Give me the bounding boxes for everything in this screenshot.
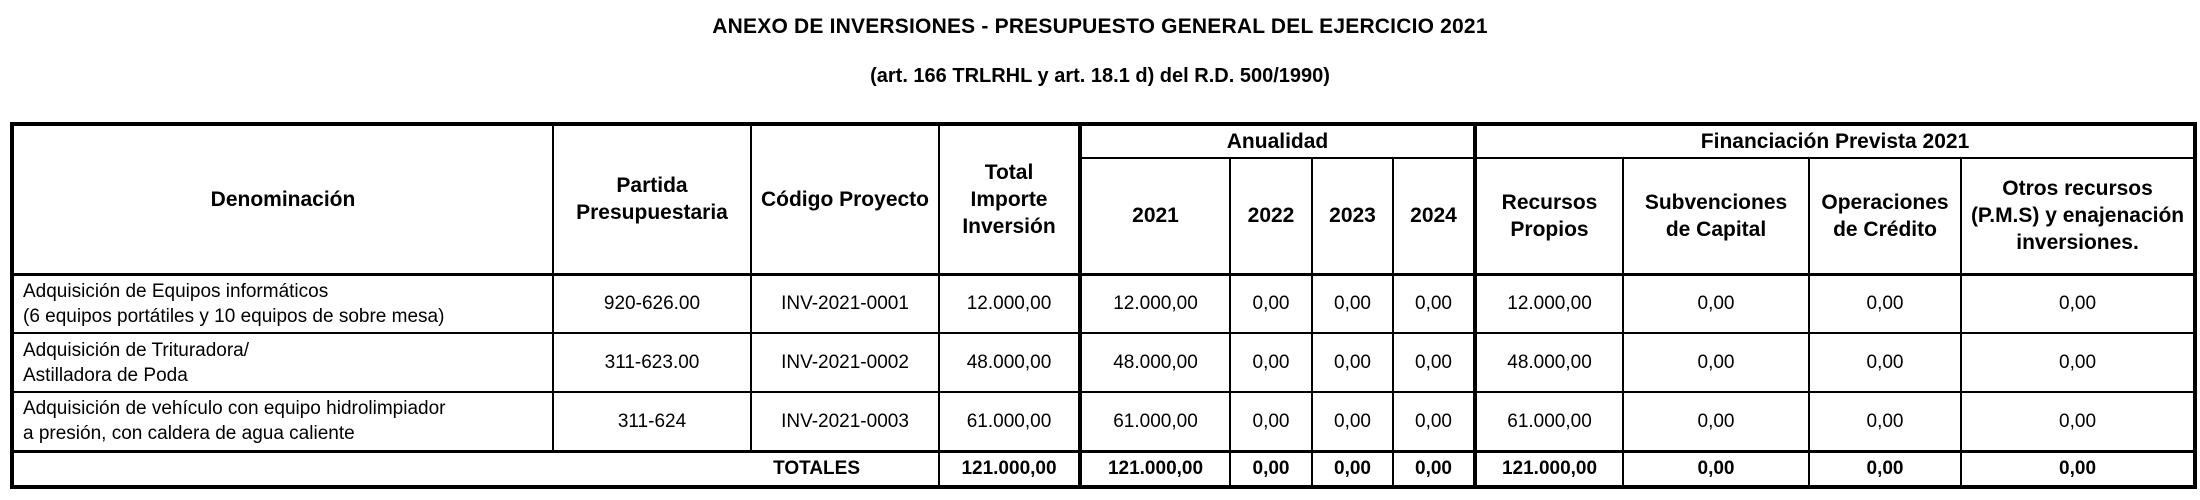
header-denominacion: Denominación bbox=[11, 123, 554, 275]
cell-denominacion: Adquisición de vehículo con equipo hidro… bbox=[11, 391, 554, 452]
page-subtitle: (art. 166 TRLRHL y art. 18.1 d) del R.D.… bbox=[870, 65, 1330, 87]
cell-subvenciones: 0,00 bbox=[1622, 332, 1811, 393]
cell-operaciones: 0,00 bbox=[1808, 332, 1963, 393]
cell-operaciones: 0,00 bbox=[1808, 391, 1963, 452]
denominacion-line-2: a presión, con caldera de agua caliente bbox=[23, 423, 355, 445]
header-group-financiacion-prevista: Financiación Prevista 2021 bbox=[1473, 123, 2197, 159]
cell-anualidad-2022: 0,00 bbox=[1229, 332, 1313, 393]
cell-partida: 311-624 bbox=[552, 391, 752, 452]
header-total-importe-inversion: Total Importe Inversión bbox=[938, 123, 1081, 275]
cell-anualidad-2021: 12.000,00 bbox=[1078, 273, 1231, 334]
cell-subvenciones: 0,00 bbox=[1622, 273, 1811, 334]
cell-otros-recursos: 0,00 bbox=[1960, 332, 2197, 393]
totals-recursos-propios: 121.000,00 bbox=[1473, 449, 1625, 488]
cell-partida: 311-623.00 bbox=[552, 332, 752, 393]
header-subvenciones-capital: Subvenciones de Capital bbox=[1622, 157, 1811, 275]
table-row-vehiculo-hidrolimpiador: Adquisición de vehículo con equipo hidro… bbox=[11, 391, 2197, 452]
header-partida-presupuestaria: Partida Presupuestaria bbox=[552, 123, 752, 275]
cell-operaciones: 0,00 bbox=[1808, 273, 1963, 334]
cell-codigo: INV-2021-0003 bbox=[750, 391, 940, 452]
cell-subvenciones: 0,00 bbox=[1622, 391, 1811, 452]
totals-label: TOTALES bbox=[11, 449, 940, 488]
header-recursos-propios: Recursos Propios bbox=[1473, 157, 1625, 275]
header-year-2022: 2022 bbox=[1229, 157, 1313, 275]
header-operaciones-credito: Operaciones de Crédito bbox=[1808, 157, 1963, 275]
totals-anualidad-2021: 121.000,00 bbox=[1078, 449, 1231, 488]
header-group-anualidad: Anualidad bbox=[1077, 123, 1477, 159]
totals-total-importe: 121.000,00 bbox=[938, 449, 1081, 488]
cell-anualidad-2021: 61.000,00 bbox=[1078, 391, 1231, 452]
page-title: ANEXO DE INVERSIONES - PRESUPUESTO GENER… bbox=[712, 15, 1488, 38]
cell-recursos-propios: 48.000,00 bbox=[1473, 332, 1625, 393]
totals-anualidad-2024: 0,00 bbox=[1391, 449, 1477, 488]
cell-total-importe: 61.000,00 bbox=[938, 391, 1081, 452]
cell-anualidad-2022: 0,00 bbox=[1229, 391, 1313, 452]
investments-table: Denominación Partida Presupuestaria Códi… bbox=[10, 122, 2198, 489]
cell-anualidad-2022: 0,00 bbox=[1229, 273, 1313, 334]
cell-anualidad-2024: 0,00 bbox=[1391, 391, 1477, 452]
totals-subvenciones: 0,00 bbox=[1622, 449, 1811, 488]
totals-anualidad-2022: 0,00 bbox=[1229, 449, 1313, 488]
cell-anualidad-2024: 0,00 bbox=[1391, 332, 1477, 393]
cell-recursos-propios: 12.000,00 bbox=[1473, 273, 1625, 334]
denominacion-line-2: (6 equipos portátiles y 10 equipos de so… bbox=[23, 305, 445, 327]
totals-anualidad-2023: 0,00 bbox=[1311, 449, 1394, 488]
cell-anualidad-2023: 0,00 bbox=[1311, 391, 1394, 452]
cell-denominacion: Adquisición de Trituradora/ Astilladora … bbox=[11, 332, 554, 393]
cell-otros-recursos: 0,00 bbox=[1960, 391, 2197, 452]
denominacion-line-1: Adquisición de Trituradora/ bbox=[23, 339, 250, 361]
cell-partida: 920-626.00 bbox=[552, 273, 752, 334]
cell-codigo: INV-2021-0002 bbox=[750, 332, 940, 393]
cell-anualidad-2023: 0,00 bbox=[1311, 273, 1394, 334]
cell-denominacion: Adquisición de Equipos informáticos (6 e… bbox=[11, 273, 554, 334]
totals-otros-recursos: 0,00 bbox=[1960, 449, 2197, 488]
table-row-equipos-informaticos: Adquisición de Equipos informáticos (6 e… bbox=[11, 273, 2197, 334]
totals-operaciones: 0,00 bbox=[1808, 449, 1963, 488]
header-year-2024: 2024 bbox=[1391, 157, 1477, 275]
cell-total-importe: 12.000,00 bbox=[938, 273, 1081, 334]
table-row-totales: TOTALES 121.000,00 121.000,00 0,00 0,00 … bbox=[11, 449, 2197, 488]
cell-codigo: INV-2021-0001 bbox=[750, 273, 940, 334]
denominacion-line-1: Adquisición de vehículo con equipo hidro… bbox=[23, 398, 446, 420]
header-year-2023: 2023 bbox=[1311, 157, 1394, 275]
header-year-2021: 2021 bbox=[1078, 157, 1231, 275]
header-otros-recursos: Otros recursos (P.M.S) y enajenación inv… bbox=[1960, 157, 2197, 275]
cell-recursos-propios: 61.000,00 bbox=[1473, 391, 1625, 452]
denominacion-line-1: Adquisición de Equipos informáticos bbox=[23, 280, 329, 302]
cell-otros-recursos: 0,00 bbox=[1960, 273, 2197, 334]
denominacion-line-2: Astilladora de Poda bbox=[23, 364, 188, 386]
cell-anualidad-2024: 0,00 bbox=[1391, 273, 1477, 334]
header-codigo-proyecto: Código Proyecto bbox=[750, 123, 940, 275]
cell-total-importe: 48.000,00 bbox=[938, 332, 1081, 393]
cell-anualidad-2023: 0,00 bbox=[1311, 332, 1394, 393]
table-row-trituradora: Adquisición de Trituradora/ Astilladora … bbox=[11, 332, 2197, 393]
cell-anualidad-2021: 48.000,00 bbox=[1078, 332, 1231, 393]
